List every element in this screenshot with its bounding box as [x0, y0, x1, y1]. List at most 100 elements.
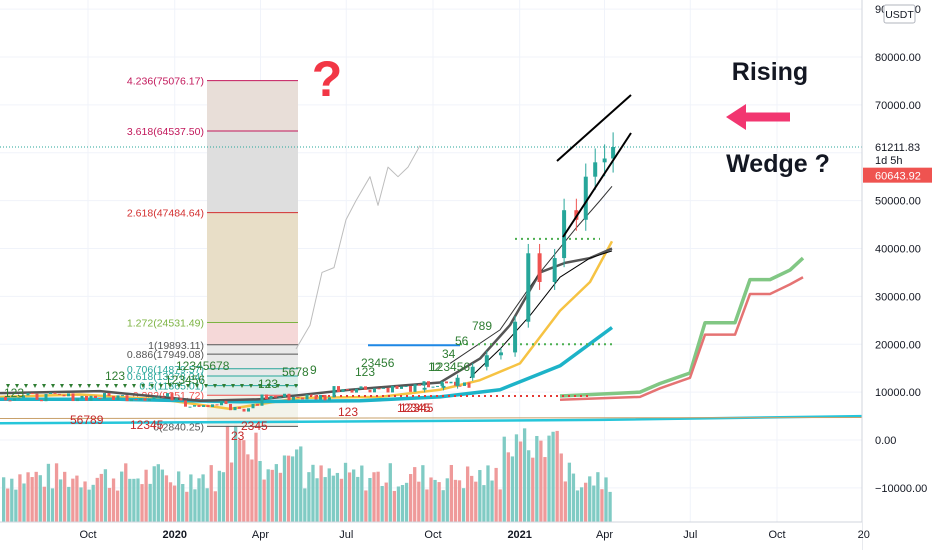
candle [193, 405, 196, 407]
volume-bar [266, 469, 270, 522]
candle [13, 398, 16, 401]
td-marker [294, 384, 298, 388]
candle [139, 398, 142, 401]
volume-bar [148, 483, 152, 522]
volume-bar [262, 479, 266, 522]
candle [409, 386, 412, 392]
candle [188, 406, 192, 408]
volume-bar [535, 435, 539, 522]
volume-bar [95, 477, 99, 522]
td-marker [150, 384, 154, 388]
volume-bar [233, 421, 238, 522]
volume-bar [75, 475, 79, 522]
candle [184, 400, 187, 407]
volume-bar [563, 481, 567, 522]
candle [233, 406, 237, 411]
td-count-label: 23 [231, 429, 245, 443]
candle [152, 396, 156, 400]
candle [206, 405, 210, 408]
volume-bar [144, 469, 148, 522]
candle [427, 381, 430, 388]
candle [256, 403, 259, 406]
volume-bar [34, 471, 38, 522]
annotations-layer: ? Rising Wedge ? [312, 51, 830, 238]
td-marker [69, 384, 73, 388]
volume-bar [360, 465, 364, 522]
candle [382, 387, 385, 389]
price-tick-label: 40000.00 [875, 244, 921, 256]
candle [89, 395, 93, 401]
price-tick-label: 50000.00 [875, 196, 921, 208]
candle [422, 387, 427, 390]
volume-bar [506, 452, 510, 522]
volume-bar [242, 440, 246, 522]
candle [611, 147, 616, 159]
price-tick-label: 70000.00 [875, 100, 921, 112]
volume-bar [449, 464, 453, 522]
candle [202, 405, 205, 407]
candle [229, 403, 232, 411]
candle [537, 253, 542, 283]
volume-bar [307, 472, 311, 522]
volume-bar [6, 488, 10, 522]
volume-bar [295, 449, 299, 522]
candle [328, 397, 331, 401]
volume-bar [490, 480, 494, 522]
candle [602, 158, 607, 163]
volume-bar [22, 483, 26, 522]
time-tick-label: Apr [252, 529, 269, 541]
candle [107, 393, 111, 397]
candle [71, 393, 75, 402]
price-tick-label: 30000.00 [875, 291, 921, 303]
time-tick-label: Jul [683, 529, 697, 541]
volume-bar [425, 489, 429, 522]
td-count-label: 56 [455, 334, 469, 348]
candle [22, 395, 25, 398]
volume-bar [217, 470, 222, 522]
volume-bar [168, 482, 173, 522]
volume-bar [482, 485, 486, 522]
candle [323, 394, 327, 401]
candle [413, 384, 417, 392]
td-marker [177, 384, 181, 388]
volume-bar [575, 490, 580, 522]
volume-bar [246, 454, 250, 522]
td-marker [87, 384, 91, 388]
volume-bar [258, 461, 262, 522]
volume-bar [421, 465, 425, 522]
candle [58, 393, 61, 395]
fib-zone [207, 131, 298, 213]
fib-level-label: 4.236(75076.17) [127, 76, 204, 88]
candle [440, 381, 444, 386]
td-marker [42, 384, 46, 388]
volume-bar [352, 469, 356, 522]
candle [161, 396, 165, 398]
volume-bar [290, 456, 295, 522]
projection-line [295, 145, 421, 350]
volume-bar [396, 486, 401, 522]
volume-bar [453, 479, 458, 522]
volume-bar [514, 434, 519, 522]
volume-bar [315, 478, 319, 522]
volume-bar [87, 489, 91, 522]
candle [130, 399, 133, 402]
volume-bar [270, 469, 274, 522]
candle [31, 392, 34, 394]
volume-bar [518, 441, 523, 522]
candle [455, 377, 460, 386]
candle [175, 398, 178, 401]
candle [76, 398, 79, 402]
td-marker [222, 384, 226, 388]
volume-bar [474, 481, 478, 522]
volume-bar [465, 466, 470, 522]
volume-bar [404, 482, 409, 522]
volume-bar [409, 474, 413, 522]
rising-annotation: Rising [732, 58, 808, 86]
fib-level-label: 3.618(64537.50) [127, 126, 204, 138]
volume-bar [71, 478, 75, 522]
td-count-layer: 1231235678912345612345678123452312323455… [4, 319, 492, 443]
candle [418, 384, 421, 386]
volume-bar [356, 476, 360, 522]
